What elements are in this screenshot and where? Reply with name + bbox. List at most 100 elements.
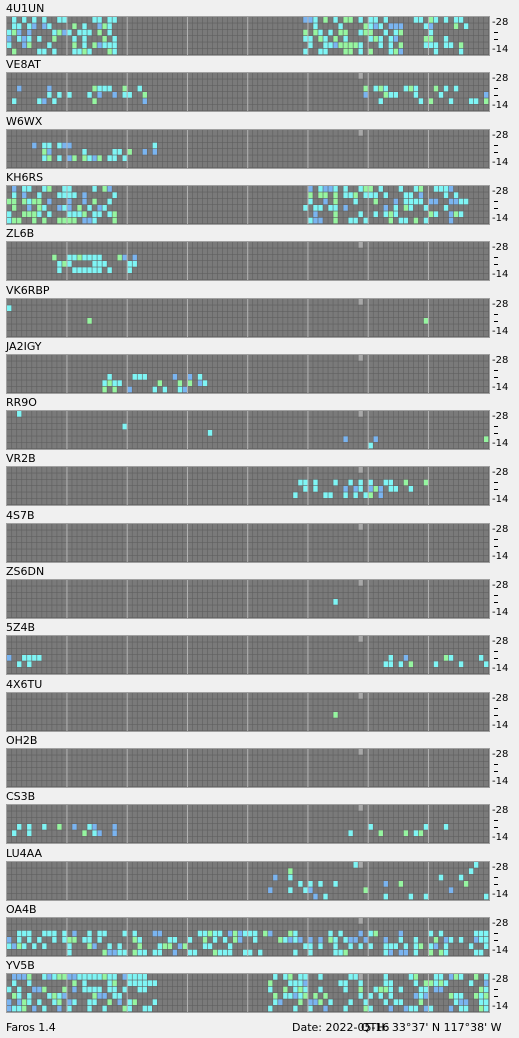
heatmap-cell xyxy=(52,135,57,142)
heatmap-cell xyxy=(293,92,298,99)
heatmap-cell xyxy=(393,473,399,480)
heatmap-cell xyxy=(298,261,303,267)
heatmap-cell xyxy=(242,317,248,324)
heatmap-cell xyxy=(268,267,273,274)
heatmap-cell xyxy=(117,104,122,111)
heatmap-cell xyxy=(358,142,363,148)
heatmap-cell xyxy=(122,192,127,198)
heatmap-cell xyxy=(142,361,147,367)
heatmap-cell xyxy=(112,36,117,42)
heatmap-cell xyxy=(278,261,283,267)
heatmap-cell xyxy=(62,248,67,255)
heatmap-cell xyxy=(478,36,484,42)
heatmap-cell xyxy=(12,142,17,148)
heatmap-cell xyxy=(132,304,137,311)
heatmap-cell xyxy=(388,198,393,205)
heatmap-cell xyxy=(293,148,298,155)
heatmap-cell xyxy=(22,380,27,386)
heatmap-cell xyxy=(87,79,92,86)
heatmap-cell xyxy=(283,417,288,424)
heatmap-cell xyxy=(62,85,67,92)
heatmap-cell xyxy=(288,411,293,417)
heatmap-cell xyxy=(42,85,47,92)
heatmap-cell xyxy=(478,423,484,430)
heatmap-cell xyxy=(217,254,223,261)
heatmap-cell xyxy=(237,154,243,161)
heatmap-cell xyxy=(343,323,348,330)
heatmap-cell xyxy=(403,104,409,111)
heatmap-cell xyxy=(328,267,333,274)
heatmap-cell xyxy=(478,323,484,330)
heatmap-cell xyxy=(358,217,363,224)
heatmap-cell xyxy=(42,367,47,374)
heatmap-cell xyxy=(177,42,183,49)
heatmap-cell xyxy=(117,73,122,80)
heatmap-cell xyxy=(207,104,213,111)
heatmap-cell xyxy=(408,354,414,361)
heatmap-cell xyxy=(328,386,333,393)
heatmap-cell xyxy=(72,211,77,217)
heatmap-cell xyxy=(348,48,353,55)
heatmap-cell xyxy=(388,317,393,324)
heatmap-cell xyxy=(468,417,474,424)
heatmap-cell xyxy=(363,386,368,393)
heatmap-cell xyxy=(443,354,449,361)
heatmap-cell xyxy=(403,204,409,211)
heatmap-cell xyxy=(202,361,208,367)
heatmap-cell xyxy=(368,298,373,305)
heatmap-cell xyxy=(162,442,168,449)
heatmap-cell xyxy=(373,36,378,42)
heatmap-cell xyxy=(97,104,102,111)
heatmap-cell xyxy=(313,129,318,136)
heatmap-cell xyxy=(77,129,82,136)
heatmap-cell xyxy=(323,330,328,336)
heatmap-cell xyxy=(162,273,168,280)
heatmap-cell xyxy=(428,267,434,274)
heatmap-cell xyxy=(318,248,323,255)
heatmap-cell xyxy=(278,204,283,211)
heatmap-cell xyxy=(7,135,12,142)
heatmap-cell xyxy=(313,411,318,417)
heatmap-cell xyxy=(248,85,253,92)
heatmap-cell xyxy=(303,317,308,324)
heatmap-cell xyxy=(368,36,373,42)
heatmap-cell xyxy=(458,380,464,386)
heatmap-cell xyxy=(27,73,32,80)
heatmap-cell xyxy=(67,304,72,311)
heatmap-cell xyxy=(258,386,263,393)
heatmap-cell xyxy=(318,467,323,474)
heatmap-cell xyxy=(308,92,313,99)
heatmap-cell xyxy=(232,361,238,367)
heatmap-cell xyxy=(403,473,409,480)
heatmap-cell xyxy=(112,73,117,80)
heatmap-cell xyxy=(458,317,464,324)
heatmap-cell xyxy=(207,36,213,42)
heatmap-cell xyxy=(202,480,208,486)
heatmap-cell xyxy=(67,192,72,198)
heatmap-cell xyxy=(207,373,213,380)
heatmap-cell xyxy=(47,430,52,436)
heatmap-cell xyxy=(42,248,47,255)
heatmap-cell xyxy=(423,367,429,374)
heatmap-cell xyxy=(122,430,127,436)
heatmap-cell xyxy=(147,480,152,486)
heatmap-cell xyxy=(318,304,323,311)
heatmap-cell xyxy=(438,311,444,317)
heatmap-cell xyxy=(52,48,57,55)
heatmap-cell xyxy=(418,480,424,486)
heatmap-cell xyxy=(333,330,338,336)
heatmap-cell xyxy=(398,330,404,336)
heatmap-cell xyxy=(273,417,278,424)
heatmap-cell xyxy=(338,380,343,386)
heatmap-cell xyxy=(378,323,383,330)
heatmap-cell xyxy=(117,373,122,380)
heatmap-cell xyxy=(47,42,52,49)
heatmap-cell xyxy=(308,98,313,105)
heatmap-cell xyxy=(378,473,383,480)
heatmap-cell xyxy=(383,317,388,324)
heatmap-cell xyxy=(398,242,404,248)
heatmap-cell xyxy=(12,367,17,374)
heatmap-cell xyxy=(32,436,37,443)
heatmap-cell xyxy=(328,192,333,198)
heatmap-cell xyxy=(232,17,238,23)
